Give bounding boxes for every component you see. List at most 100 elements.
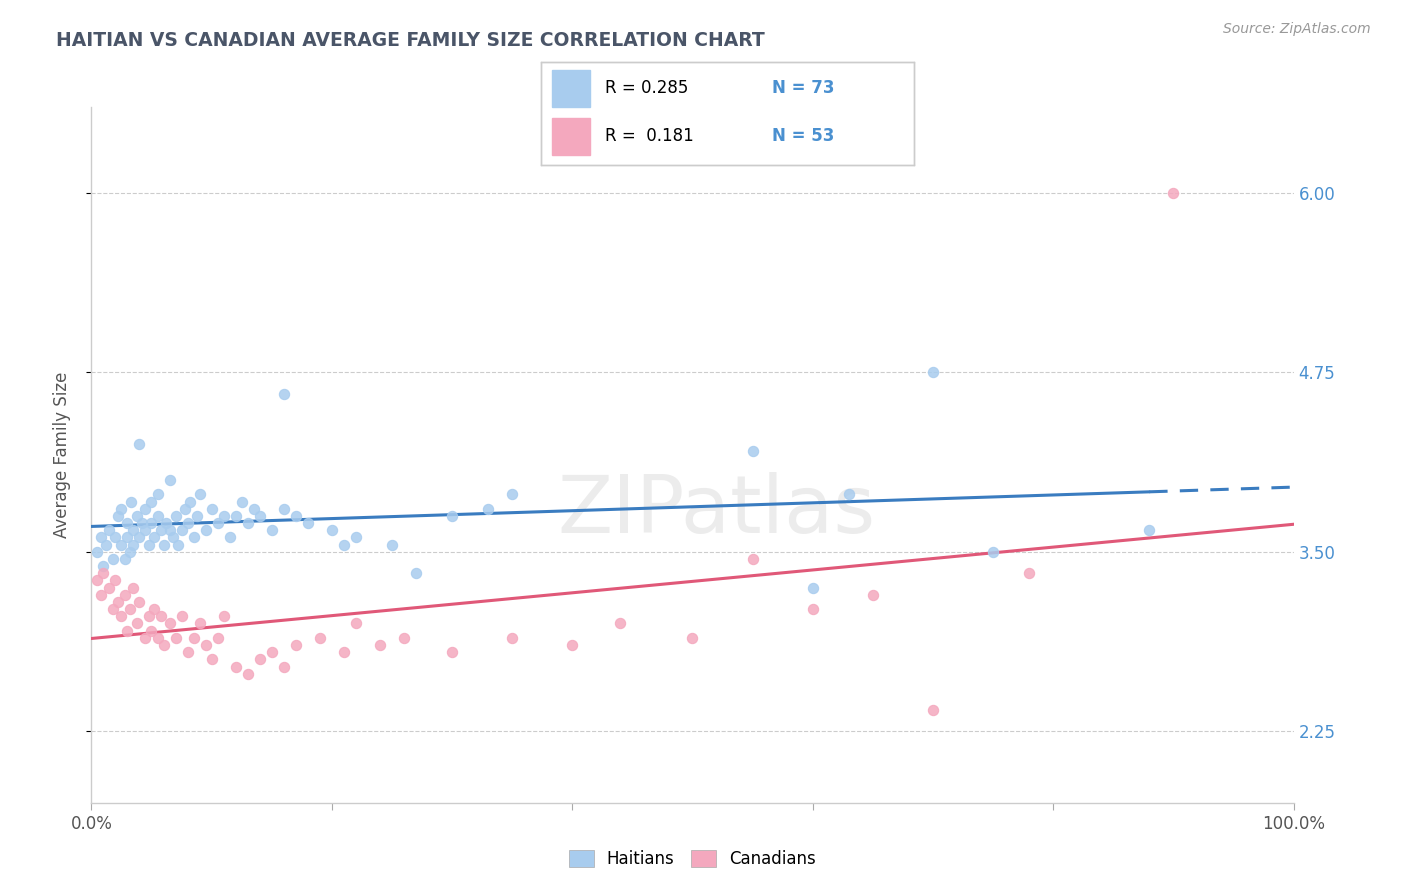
Point: [159, 523, 181, 537]
Point: [862, 588, 884, 602]
Point: [183, 631, 205, 645]
Point: [344, 530, 367, 544]
Point: [86, 574, 108, 588]
Point: [117, 516, 139, 530]
Point: [392, 631, 415, 645]
Point: [167, 538, 190, 552]
Point: [242, 501, 264, 516]
Point: [114, 552, 136, 566]
Point: [231, 494, 253, 508]
Point: [142, 602, 165, 616]
Point: [176, 516, 198, 530]
Point: [128, 437, 150, 451]
Point: [440, 645, 463, 659]
Point: [117, 530, 139, 544]
Point: [134, 501, 156, 516]
Text: HAITIAN VS CANADIAN AVERAGE FAMILY SIZE CORRELATION CHART: HAITIAN VS CANADIAN AVERAGE FAMILY SIZE …: [56, 31, 765, 50]
Point: [120, 494, 142, 508]
Point: [165, 508, 187, 523]
Point: [128, 530, 150, 544]
Point: [249, 508, 271, 523]
Point: [131, 516, 153, 530]
Point: [1161, 186, 1184, 200]
Point: [122, 538, 145, 552]
Point: [176, 645, 198, 659]
Point: [138, 609, 160, 624]
Point: [94, 538, 117, 552]
Point: [141, 624, 163, 638]
Point: [86, 545, 108, 559]
Text: ZIPatlas: ZIPatlas: [557, 472, 876, 549]
Point: [110, 501, 132, 516]
Point: [321, 523, 343, 537]
Point: [1018, 566, 1040, 581]
Point: [194, 638, 217, 652]
Point: [118, 602, 141, 616]
Point: [501, 487, 523, 501]
Point: [381, 538, 404, 552]
Point: [125, 616, 148, 631]
Point: [260, 645, 283, 659]
Point: [212, 508, 235, 523]
Point: [501, 631, 523, 645]
Point: [114, 588, 136, 602]
Point: [159, 616, 181, 631]
Text: N = 53: N = 53: [772, 128, 835, 145]
Point: [405, 566, 427, 581]
Point: [212, 609, 235, 624]
Point: [101, 602, 124, 616]
Point: [134, 631, 156, 645]
Point: [561, 638, 583, 652]
Bar: [553, 118, 589, 155]
Point: [141, 516, 163, 530]
Point: [150, 609, 173, 624]
Point: [134, 523, 156, 537]
Point: [170, 523, 193, 537]
Legend: Haitians, Canadians: Haitians, Canadians: [562, 843, 823, 874]
Point: [122, 581, 145, 595]
Point: [146, 487, 169, 501]
Point: [146, 631, 169, 645]
Point: [201, 652, 224, 666]
Point: [142, 530, 165, 544]
Point: [90, 588, 112, 602]
Point: [741, 444, 763, 458]
Point: [101, 552, 124, 566]
Point: [152, 538, 174, 552]
Point: [284, 508, 307, 523]
Point: [159, 473, 181, 487]
Point: [284, 638, 307, 652]
Point: [186, 508, 208, 523]
Point: [225, 659, 247, 673]
Point: [225, 508, 247, 523]
Text: Source: ZipAtlas.com: Source: ZipAtlas.com: [1223, 22, 1371, 37]
Point: [174, 501, 197, 516]
Point: [260, 523, 283, 537]
Point: [333, 538, 356, 552]
Point: [609, 616, 631, 631]
Point: [107, 595, 129, 609]
Point: [308, 631, 330, 645]
Point: [333, 645, 356, 659]
Text: R =  0.181: R = 0.181: [605, 128, 693, 145]
Point: [98, 523, 121, 537]
Point: [922, 366, 945, 380]
Point: [368, 638, 391, 652]
Point: [273, 659, 295, 673]
Point: [273, 501, 295, 516]
Point: [90, 530, 112, 544]
Point: [801, 602, 824, 616]
Point: [344, 616, 367, 631]
Point: [93, 566, 115, 581]
Point: [194, 523, 217, 537]
Point: [162, 530, 184, 544]
Point: [236, 666, 259, 681]
Bar: [553, 70, 589, 106]
Point: [201, 501, 224, 516]
Point: [922, 702, 945, 716]
Point: [155, 516, 177, 530]
Point: [179, 494, 201, 508]
Point: [188, 616, 211, 631]
Point: [107, 508, 129, 523]
Point: [249, 652, 271, 666]
